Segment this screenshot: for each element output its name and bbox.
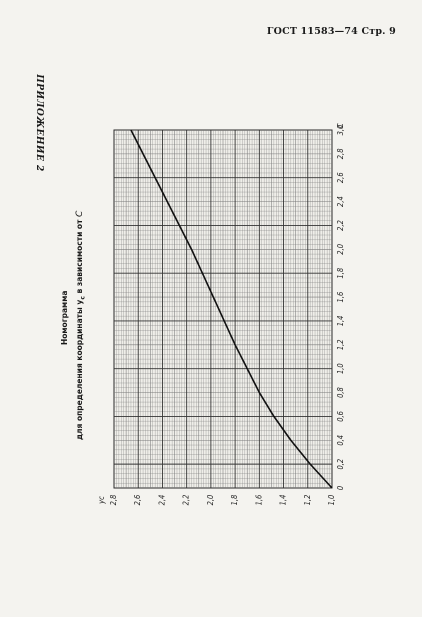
yc-tick-label: 1,8: [230, 495, 239, 506]
c-tick-label: 0,4: [336, 435, 345, 446]
c-tick-label: 2,4: [336, 196, 345, 207]
c-tick-label: 1,4: [336, 316, 345, 327]
c-tick-label: 0: [336, 486, 345, 490]
yc-tick-label: 2,2: [182, 495, 191, 506]
grid-fine: [114, 130, 332, 488]
yc-tick-label: 1,4: [279, 495, 288, 506]
c-tick-label: 2,0: [336, 244, 345, 255]
c-tick-label: 1,8: [336, 268, 345, 279]
yc-tick-label: 1,2: [303, 495, 312, 506]
c-tick-label: 2,8: [336, 148, 345, 159]
yc-tick-label: 2,8: [109, 495, 118, 506]
c-tick-label: 3,0: [336, 125, 345, 136]
c-tick-label: 2,6: [336, 172, 345, 183]
yc-tick-label: 1,0: [327, 495, 336, 506]
c-tick-label: 1,2: [336, 339, 345, 350]
yc-tick-label: 2,6: [133, 495, 142, 506]
chart-labels: 0 0,2 0,4 0,6 0,8 1,0 1,2 1,4 1,6 1,8 2,0 2,2 2,4 2,6…: [97, 123, 345, 505]
c-tick-label: 1,6: [336, 292, 345, 303]
yc-tick-label: 2,4: [157, 495, 166, 506]
grid-major: [114, 130, 332, 488]
curve-yc-vs-c: [130, 129, 333, 489]
c-tick-label: 0,8: [336, 387, 345, 398]
c-tick-label: 0,6: [336, 411, 345, 422]
yc-axis-label: yc: [97, 496, 106, 505]
yc-tick-label: 2,0: [206, 495, 215, 506]
c-axis-label: C: [336, 123, 345, 128]
c-tick-label: 1,0: [336, 363, 345, 374]
c-tick-label: 0,2: [336, 459, 345, 470]
c-tick-label: 2,2: [336, 220, 345, 231]
chart-marks: [130, 129, 333, 489]
page-header: ГОСТ 11583—74 Стр. 9: [266, 26, 396, 37]
yc-tick-label: 1,6: [254, 495, 263, 506]
